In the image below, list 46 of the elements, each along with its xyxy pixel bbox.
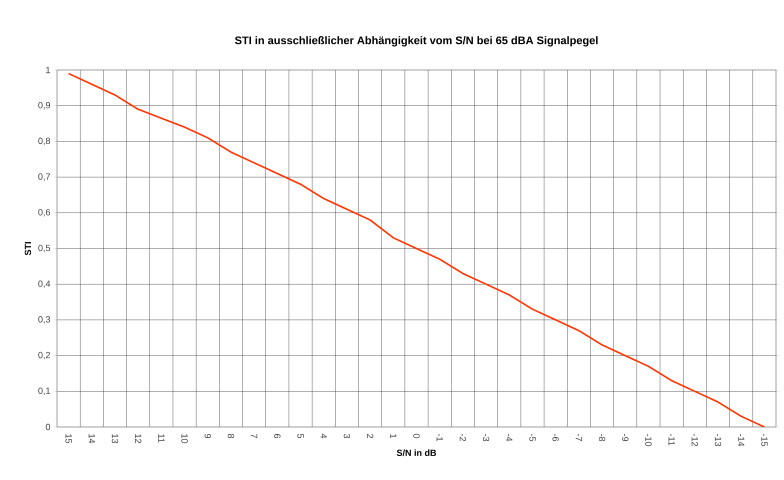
y-tick-label: 0,8 [38,138,50,146]
x-tick-label: -11 [668,434,675,446]
x-tick-label: -3 [482,434,490,442]
x-tick-label: 6 [274,434,281,438]
x-tick-label: -10 [645,434,652,446]
x-tick-label: 7 [251,434,258,438]
x-tick-label: -4 [506,434,512,442]
y-tick-label: 0,4 [38,280,50,288]
x-tick-label: 9 [204,434,211,438]
y-tick-label: 0,5 [38,244,50,252]
x-tick-label: 3 [344,434,350,438]
x-tick-label: -8 [598,434,606,442]
x-tick-label: -1 [436,434,443,442]
x-tick-label: -9 [622,434,628,442]
y-axis-title: STI [24,242,32,256]
x-tick-label: -2 [460,434,466,442]
y-tick-label: 0,9 [38,102,50,110]
chart-title: STI in ausschließlicher Abhängigkeit vom S/N bei 65 dBA Signalpegel [234,36,598,46]
x-tick-label: 1 [390,434,396,438]
y-tick-label: 0,7 [38,173,50,181]
x-tick-label: 4 [320,434,327,438]
x-tick-label: -15 [761,434,768,446]
y-tick-label: 0 [46,424,50,430]
x-tick-label: 12 [135,434,142,444]
x-tick-label: -13 [714,434,722,446]
x-tick-label: 15 [65,434,72,444]
x-tick-label: -7 [576,434,582,442]
x-tick-label: -5 [529,434,536,442]
y-tick-label: 0,2 [38,352,50,360]
x-tick-label: 2 [366,434,374,438]
x-tick-label: 10 [181,434,188,444]
y-tick-label: 0,6 [38,209,50,217]
y-tick-label: 1 [46,66,50,74]
x-tick-label: -14 [738,434,744,446]
x-tick-label: -12 [692,434,698,446]
y-tick-label: 0,3 [38,316,50,324]
x-tick-label: 11 [158,434,164,442]
x-tick-label: 13 [112,434,118,444]
x-tick-label: 0 [413,434,420,438]
line-series [68,72,766,427]
x-tick-label: 8 [228,434,234,438]
x-tick-label: -6 [552,434,559,442]
x-axis-title: S/N in dB [396,449,436,456]
y-tick-label: 0,1 [38,388,50,396]
x-tick-label: 14 [88,434,95,444]
x-tick-label: 5 [297,434,304,438]
